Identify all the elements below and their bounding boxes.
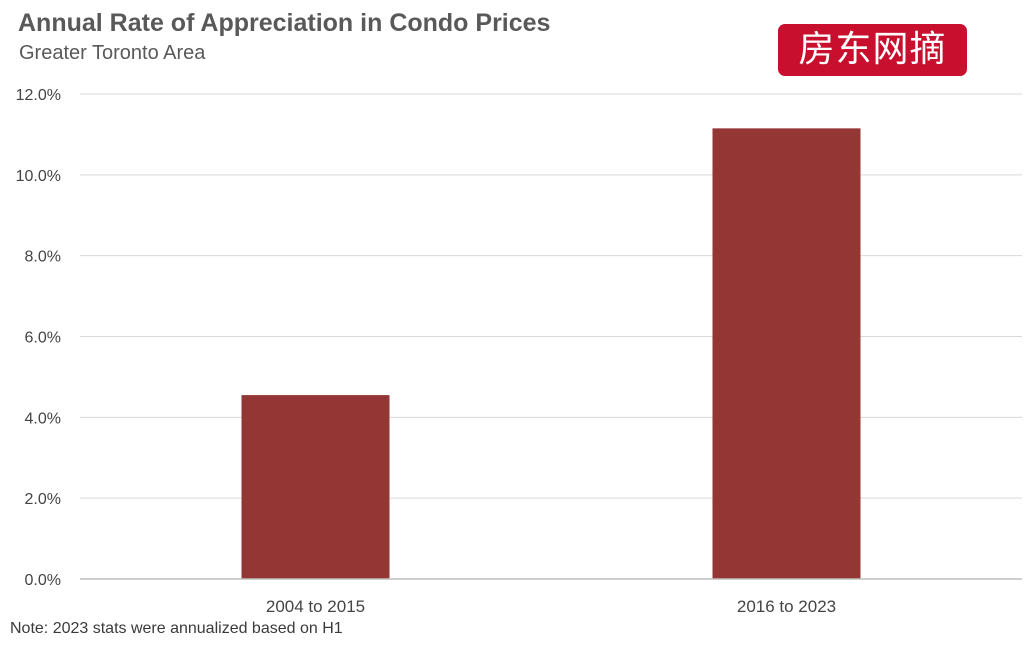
chart-note: Note: 2023 stats were annualized based o… (10, 620, 343, 637)
y-tick-label: 10.0% (16, 168, 61, 185)
chart-title: Annual Rate of Appreciation in Condo Pri… (18, 9, 551, 37)
chart-subtitle: Greater Toronto Area (19, 42, 206, 64)
y-axis-ticks: 0.0% 2.0% 4.0% 6.0% 8.0% 10.0% 12.0% (16, 87, 61, 589)
x-category-label: 2004 to 2015 (266, 597, 365, 616)
x-category-label: 2016 to 2023 (737, 597, 836, 616)
gridlines (80, 93, 1022, 499)
y-tick-label: 12.0% (16, 87, 61, 104)
y-tick-label: 0.0% (25, 572, 61, 589)
y-tick-label: 6.0% (25, 330, 61, 347)
bar-1 (241, 395, 390, 579)
y-tick-label: 8.0% (25, 249, 61, 266)
watermark-logo: 房东网摘 (778, 24, 967, 76)
bar-2 (712, 128, 861, 579)
y-tick-label: 2.0% (25, 491, 61, 508)
x-axis-labels: 2004 to 2015 2016 to 2023 (266, 597, 836, 616)
bars (241, 128, 861, 579)
y-tick-label: 4.0% (25, 410, 61, 427)
